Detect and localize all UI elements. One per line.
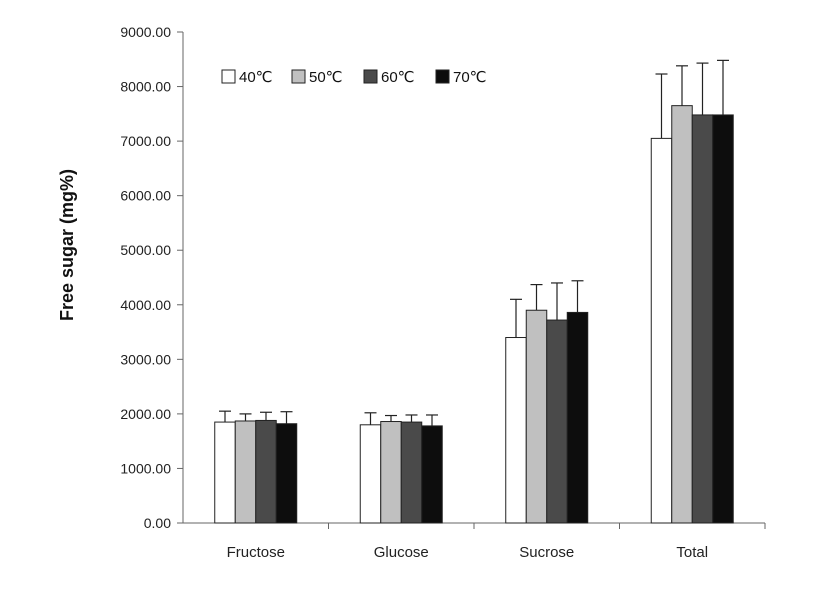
bar: [275, 423, 298, 524]
y-tick-label: 1000.00: [120, 460, 171, 476]
bar: [400, 421, 423, 524]
bar: [525, 309, 548, 524]
legend-label: 50℃: [309, 69, 343, 86]
error-bars: [219, 59, 729, 426]
bar: [255, 419, 277, 524]
x-tick-label: Glucose: [374, 544, 429, 561]
legend-label: 70℃: [453, 69, 487, 86]
bar: [566, 311, 589, 524]
legend-swatch: [291, 69, 306, 84]
bar: [359, 424, 382, 524]
bar: [546, 319, 568, 524]
y-tick-label: 0.00: [144, 515, 171, 531]
bar: [214, 421, 236, 524]
x-tick-label: Sucrose: [519, 544, 574, 561]
legend-swatch: [221, 69, 236, 84]
x-tick-label: Total: [676, 544, 708, 561]
y-tick-label: 4000.00: [120, 297, 171, 313]
legend: 40℃ 50℃ 60℃ 70℃: [221, 69, 487, 86]
y-tick-label: 6000.00: [120, 188, 171, 204]
bar: [691, 114, 714, 524]
x-tick-label: Fructose: [227, 544, 285, 561]
y-tick-label: 2000.00: [120, 406, 171, 422]
legend-label: 40℃: [239, 69, 273, 86]
bar: [505, 337, 527, 524]
bar: [380, 421, 402, 524]
y-tick-label: 7000.00: [120, 133, 171, 149]
bars: [214, 105, 734, 524]
bar: [712, 114, 734, 524]
y-tick-label: 9000.00: [120, 24, 171, 40]
y-tick-label: 3000.00: [120, 351, 171, 367]
legend-label: 60℃: [381, 69, 415, 86]
y-axis: 0.00 1000.00 2000.00 3000.00 4000.00 5000.00 6…: [120, 24, 184, 531]
legend-swatch: [363, 69, 378, 84]
bar: [234, 420, 257, 524]
x-axis: Fructose Glucose Sucrose Total: [183, 522, 766, 561]
y-axis-title: Free sugar (mg%): [57, 169, 77, 321]
bar: [421, 425, 443, 524]
y-tick-label: 8000.00: [120, 79, 171, 95]
legend-swatch: [435, 69, 450, 84]
bar: [671, 105, 693, 524]
y-tick-label: 5000.00: [120, 242, 171, 258]
bar: [650, 137, 673, 524]
